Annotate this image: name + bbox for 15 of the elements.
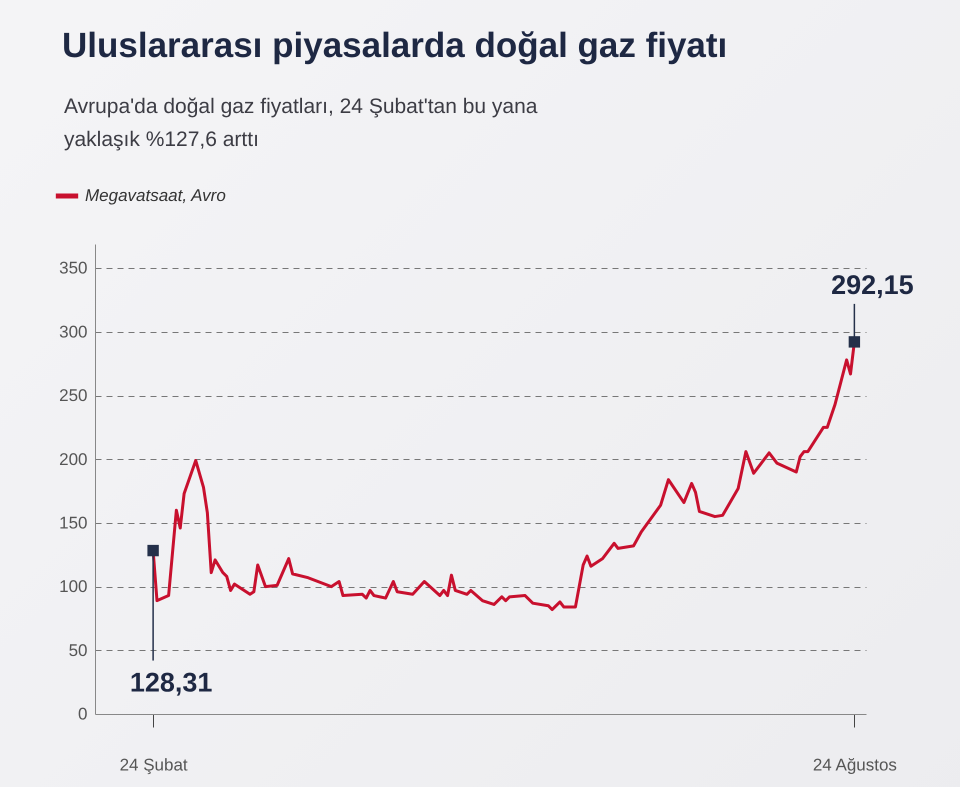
legend-label: Megavatsaat, Avro <box>85 186 226 205</box>
y-tick-label: 300 <box>59 322 88 342</box>
y-tick-label: 350 <box>59 258 88 278</box>
chart-subtitle: Avrupa'da doğal gaz fiyatları, 24 Şubat'tan bu yana yaklaşık %127,6 arttı <box>64 94 538 153</box>
y-tick-label: 50 <box>68 640 88 660</box>
x-tick-label: 24 Şubat <box>120 756 188 774</box>
x-tick-label: 24 Ağustos <box>812 756 897 774</box>
annotation: 292,15 <box>831 270 914 300</box>
y-tick-label: 100 <box>59 577 88 596</box>
annotation: 128,31 <box>130 668 212 698</box>
y-tick-label: 200 <box>59 450 88 469</box>
y-tick-label: 250 <box>59 386 88 406</box>
chart-title: Uluslararası piyasalarda doğal gaz fiyatı <box>62 26 728 66</box>
y-tick-label: 0 <box>78 704 88 724</box>
y-tick-label: 150 <box>59 513 88 532</box>
